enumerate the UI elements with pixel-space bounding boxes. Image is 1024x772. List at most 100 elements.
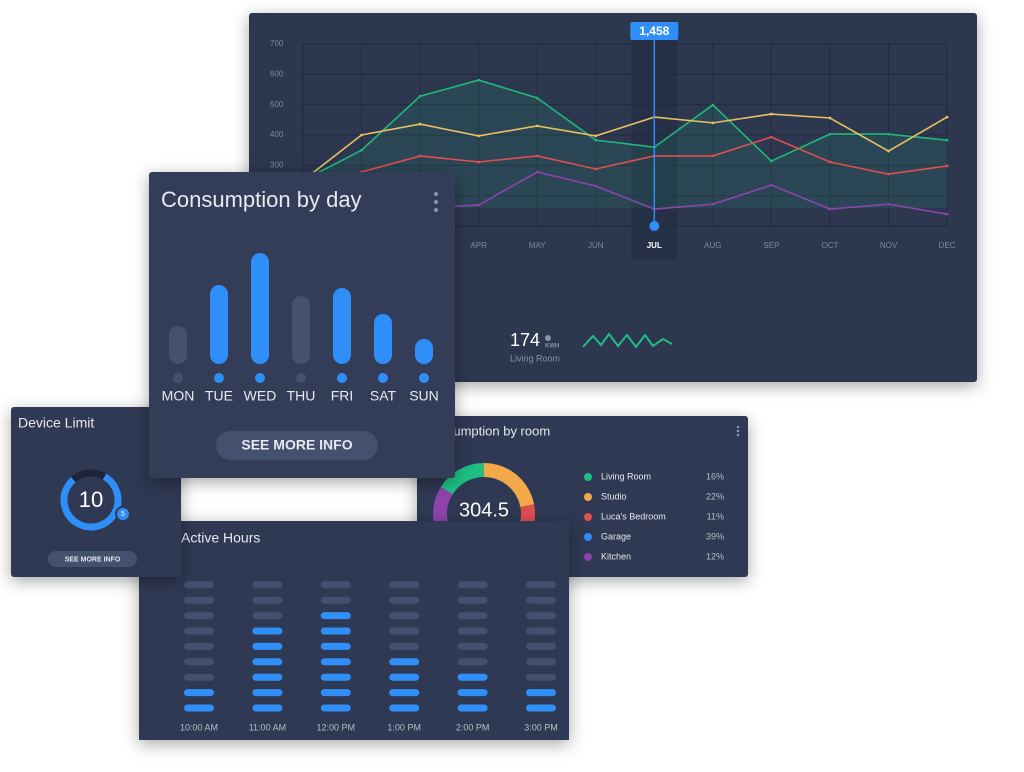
pill <box>457 704 488 712</box>
x-tick-label: APR <box>470 241 487 250</box>
pill-slot <box>252 581 283 589</box>
value-label: 22% <box>706 491 724 501</box>
bar <box>292 296 310 364</box>
pill-chart: Active Hours 10:00 AM 11:00 AM 12:00 PM 1:0… <box>180 530 558 733</box>
point <box>360 148 363 152</box>
pill <box>320 627 351 635</box>
bar <box>169 326 187 364</box>
badge-value: 5 <box>121 511 125 518</box>
x-tick-label: NOV <box>880 241 898 250</box>
device-gauge: Device Limit 10 5 SEE MORE INFO <box>18 415 137 567</box>
pill-slot <box>526 627 556 635</box>
button[interactable] <box>216 431 378 460</box>
pill-slot <box>184 658 214 666</box>
pill <box>184 704 214 712</box>
pill-slot <box>184 627 214 635</box>
x-tick-label: THU <box>287 388 316 404</box>
pill-stack <box>457 673 488 712</box>
pill <box>252 642 283 650</box>
pill-slot <box>526 673 556 681</box>
button-label[interactable]: SEE MORE INFO <box>241 437 352 453</box>
bar-chart: Consumption by day SEE MORE INFO MON TUE W… <box>161 187 439 460</box>
x-tick-label: JUN <box>588 241 604 250</box>
pill <box>184 689 214 697</box>
x-tick-label: JUL <box>647 241 662 250</box>
point <box>711 121 715 125</box>
point <box>828 160 832 164</box>
point <box>828 116 832 120</box>
cursor-dot <box>649 221 660 231</box>
bar-dot <box>378 373 388 383</box>
gauge-arc <box>60 469 122 531</box>
pill <box>526 704 556 712</box>
pill <box>389 658 420 666</box>
legend-label: Garage <box>601 531 631 541</box>
point <box>594 134 598 138</box>
menu-icon[interactable] <box>434 192 438 212</box>
series-line <box>302 113 948 182</box>
point <box>711 154 715 158</box>
pill-slot <box>457 581 488 589</box>
menu-icon[interactable] <box>736 425 740 437</box>
pill-slot <box>320 596 351 604</box>
x-tick-label: 3:00 PM <box>524 722 558 732</box>
sparkline <box>582 332 673 349</box>
point <box>711 103 715 107</box>
x-tick-label: 10:00 AM <box>180 722 218 732</box>
y-tick-label: 300 <box>270 160 284 169</box>
series-line <box>302 79 948 182</box>
point <box>828 132 832 136</box>
pill-slot <box>526 658 556 666</box>
point <box>477 134 481 138</box>
button[interactable] <box>48 551 137 567</box>
pill-slot <box>389 581 420 589</box>
point <box>887 172 890 176</box>
summary-dot <box>545 335 551 341</box>
point <box>477 78 481 82</box>
pill-slot <box>389 596 420 604</box>
y-tick-label: 500 <box>270 100 284 109</box>
device-card: Device Limit 10 5 SEE MORE INFO <box>11 407 181 577</box>
tooltip <box>630 22 679 40</box>
legend-dot <box>584 533 592 541</box>
point <box>477 203 481 207</box>
pill-slot <box>184 642 214 650</box>
pill-slot <box>252 596 283 604</box>
pill <box>457 689 488 697</box>
pill-slot <box>526 596 556 604</box>
pill <box>252 704 283 712</box>
legend-label: Studio <box>601 491 627 501</box>
pill-stack <box>389 658 420 712</box>
bar-dot <box>173 373 183 383</box>
donut-segment <box>433 463 535 565</box>
badge <box>115 506 131 522</box>
point <box>711 202 715 206</box>
pill-slot <box>457 642 488 650</box>
x-tick-label: MAY <box>529 241 546 250</box>
button-label[interactable]: SEE MORE INFO <box>65 556 121 563</box>
x-tick-label: 12:00 PM <box>317 722 356 732</box>
x-tick-label: DEC <box>939 241 956 250</box>
value-label: 16% <box>706 471 724 481</box>
x-tick-label: SUN <box>409 388 439 404</box>
pill-slot <box>389 612 420 620</box>
bar-dot <box>337 373 347 383</box>
pill-slot <box>184 673 214 681</box>
bar-dot <box>255 373 265 383</box>
bar <box>374 314 392 364</box>
pill-stack <box>320 612 351 712</box>
pill <box>320 704 351 712</box>
point <box>945 138 949 142</box>
pill <box>457 673 488 681</box>
point <box>535 124 539 128</box>
pill <box>389 689 420 697</box>
legend-dot <box>584 473 592 481</box>
pill-slot <box>457 627 488 635</box>
pill-slot <box>184 596 214 604</box>
legend-label: Kitchen <box>601 551 631 561</box>
point <box>535 96 539 100</box>
pill <box>252 658 283 666</box>
point <box>418 122 422 126</box>
bar-dot <box>296 373 306 383</box>
